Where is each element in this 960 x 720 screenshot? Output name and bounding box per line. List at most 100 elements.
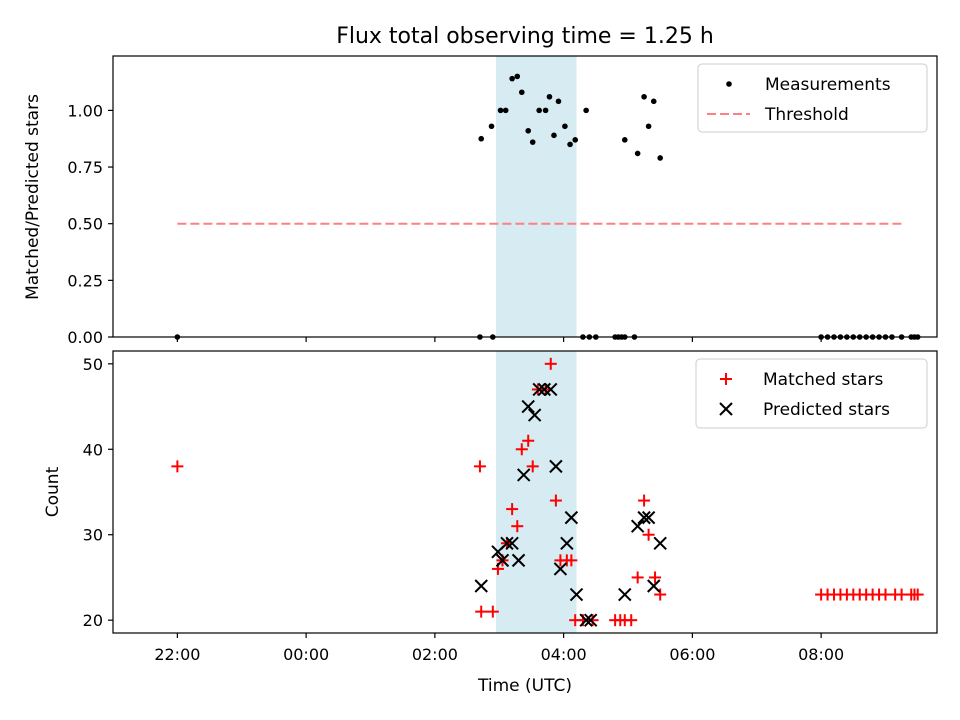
predicted-star-point — [532, 382, 546, 397]
matched-star-point — [171, 460, 184, 473]
predicted-star-point — [517, 468, 531, 482]
matched-star-point — [511, 520, 524, 533]
top-highlight-span — [496, 56, 577, 337]
matched-star-point — [654, 588, 667, 601]
predicted-star-point — [579, 613, 593, 627]
matched-star-point — [549, 494, 562, 507]
measurement-point — [645, 123, 652, 130]
predicted-star-point — [564, 510, 579, 525]
predicted-star-point — [537, 382, 552, 397]
x-axis-label: Time (UTC) — [477, 676, 572, 696]
legend-measurements-marker — [726, 81, 732, 87]
predicted-star-point — [500, 536, 514, 550]
matched-star-point — [506, 503, 519, 516]
bottom-legend-box — [695, 358, 928, 429]
measurement-point — [529, 139, 536, 145]
chart-title: Flux total observing time = 1.25 h — [336, 24, 714, 49]
measurement-point — [583, 107, 589, 114]
matched-star-point — [526, 460, 539, 473]
predicted-star-point — [618, 587, 632, 602]
y-tick-label: 20 — [83, 611, 103, 630]
bottom-panel: 22:00 00:00 02:00 04:00 06:00 08:00 20 30 40 50 T… — [43, 350, 938, 696]
matched-star-point — [631, 571, 644, 584]
matched-star-point — [911, 588, 924, 601]
matched-star-point — [486, 605, 499, 618]
measurement-point — [551, 132, 557, 139]
bottom-highlight-span — [496, 351, 577, 633]
measurement-point — [650, 98, 657, 105]
measurement-point — [572, 137, 579, 143]
measurement-point — [536, 107, 542, 114]
predicted-star-point — [569, 587, 584, 602]
top-plot-frame — [112, 55, 938, 338]
predicted-star-point — [511, 553, 526, 568]
y-tick-label: 0.25 — [67, 271, 103, 290]
measurement-point — [509, 75, 515, 82]
x-tick-label: 04:00 — [541, 645, 587, 664]
predicted-star-point — [553, 562, 568, 576]
legend-matched-label: Matched stars — [763, 370, 883, 390]
matched-star-point — [544, 357, 557, 370]
legend-measurements-label: Measurements — [765, 75, 891, 95]
matched-star-point — [649, 571, 662, 584]
matched-star-point — [586, 614, 599, 627]
bottom-y-axis-label: Count — [43, 466, 63, 517]
legend-threshold-label: Threshold — [764, 105, 849, 125]
measurement-point — [567, 141, 573, 148]
measurement-point — [546, 93, 553, 100]
x-tick-label: 08:00 — [798, 645, 844, 664]
predicted-star-point — [521, 399, 535, 414]
top-panel: 0.00 0.25 0.50 0.75 1.00 Flux total observin… — [23, 24, 938, 347]
predicted-star-point — [495, 553, 510, 568]
predicted-star-point — [544, 382, 558, 397]
y-tick-label: 0.00 — [67, 328, 103, 347]
y-tick-label: 30 — [83, 526, 103, 545]
measurement-point — [641, 93, 647, 100]
bottom-legend: Matched stars Predicted stars — [695, 358, 928, 429]
legend-predicted-marker — [719, 402, 733, 416]
matched-star-point — [475, 605, 488, 618]
matched-star-point — [522, 434, 535, 447]
matched-star-point — [642, 528, 655, 541]
measurement-point — [621, 137, 628, 143]
measurement-point — [518, 89, 525, 96]
top-legend-box — [697, 63, 928, 133]
predicted-star-point — [637, 510, 651, 525]
measurement-point — [514, 73, 521, 80]
measurement-point — [634, 150, 641, 157]
predicted-star-point — [630, 519, 645, 533]
matched-star-point — [625, 614, 638, 627]
predicted-star-point — [527, 408, 542, 422]
x-tick-label: 06:00 — [669, 645, 715, 664]
x-tick-label: 02:00 — [412, 645, 458, 664]
measurement-point — [562, 123, 568, 130]
legend-predicted-label: Predicted stars — [763, 400, 890, 420]
predicted-star-point — [560, 536, 574, 550]
bottom-plot-frame — [112, 350, 938, 634]
matched-star-point — [473, 460, 486, 473]
predicted-star-point — [641, 510, 656, 525]
predicted-star-point — [583, 613, 598, 627]
y-tick-label: 0.50 — [67, 215, 103, 234]
measurement-point — [657, 155, 663, 161]
measurement-point — [542, 107, 549, 114]
y-tick-label: 40 — [83, 440, 103, 459]
top-legend: Measurements Threshold — [697, 63, 928, 133]
top-y-axis-label: Matched/Predicted stars — [23, 94, 43, 300]
predicted-star-point — [549, 459, 563, 474]
legend-matched-marker — [720, 373, 732, 385]
measurement-point — [497, 107, 504, 114]
predicted-star-point — [505, 536, 519, 550]
predicted-star-point — [647, 579, 661, 593]
x-tick-label: 00:00 — [283, 645, 329, 664]
predicted-star-point — [653, 536, 667, 550]
matched-star-point — [638, 494, 651, 507]
y-tick-label: 0.75 — [67, 158, 103, 177]
y-tick-label: 50 — [83, 355, 103, 374]
x-tick-label: 22:00 — [154, 645, 200, 664]
y-tick-label: 1.00 — [67, 101, 103, 120]
measurement-point — [525, 127, 532, 134]
measurement-point — [502, 107, 509, 114]
predicted-star-point — [474, 579, 488, 593]
